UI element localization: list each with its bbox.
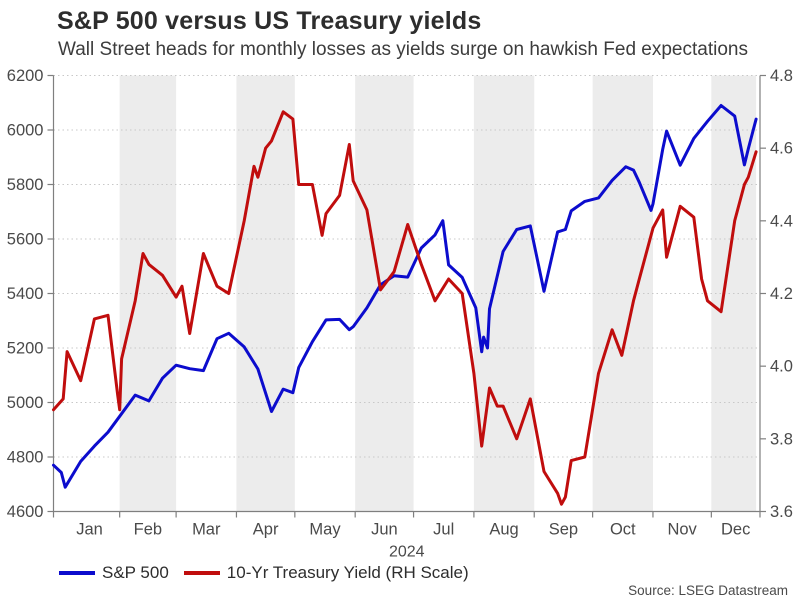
sp500-line-swatch (59, 571, 95, 575)
y-axis-label-left: 5200 (7, 340, 44, 358)
y-axis-label-left: 4800 (7, 449, 44, 467)
legend-label-sp500: S&P 500 (102, 563, 169, 582)
y-axis-label-right: 3.6 (770, 503, 793, 521)
y-axis-label-right: 4.0 (770, 358, 793, 376)
y-axis-label-right: 3.8 (770, 430, 793, 448)
x-axis-month-label: Jul (433, 521, 454, 539)
y-axis-label-left: 5800 (7, 176, 44, 194)
y-axis-label-left: 4600 (7, 503, 44, 521)
chart-subtitle: Wall Street heads for monthly losses as … (58, 39, 748, 60)
x-axis-month-label: Sep (549, 521, 578, 539)
y-axis-label-left: 6200 (7, 67, 44, 85)
month-band (119, 75, 177, 512)
source-credit: Source: LSEG Datastream (628, 583, 788, 598)
y-axis-label-left: 6000 (7, 122, 44, 140)
x-axis-month-label: Nov (667, 521, 697, 539)
x-axis-month-label: Mar (192, 521, 221, 539)
x-axis-month-label: Feb (134, 521, 162, 539)
y-axis-label-right: 4.4 (770, 212, 793, 230)
y-axis-label-right: 4.2 (770, 285, 793, 303)
x-axis-month-label: Oct (610, 521, 636, 539)
y-axis-label-right: 4.6 (770, 140, 793, 158)
legend-label-treasury: 10-Yr Treasury Yield (RH Scale) (226, 563, 469, 582)
legend-item-sp500: S&P 500 (59, 563, 169, 583)
y-axis-label-left: 5400 (7, 285, 44, 303)
treasury-line-swatch (183, 571, 220, 575)
legend-item-treasury: 10-Yr Treasury Yield (RH Scale) (183, 563, 469, 583)
chart-title: S&P 500 versus US Treasury yields (57, 7, 482, 35)
x-axis-month-label: Dec (721, 521, 750, 539)
x-axis-month-label: May (309, 521, 341, 539)
treasury-yield-line (52, 110, 758, 506)
x-axis-month-label: Aug (489, 521, 518, 539)
x-axis-month-label: Jun (371, 521, 398, 539)
sp500-line (52, 104, 758, 489)
chart-legend: S&P 500 10-Yr Treasury Yield (RH Scale) (59, 563, 469, 583)
y-axis-label-left: 5600 (7, 231, 44, 249)
y-axis-label-left: 5000 (7, 394, 44, 412)
y-axis-label-right: 4.8 (770, 67, 793, 85)
x-axis-year-label: 2024 (389, 544, 425, 561)
x-axis-month-label: Jan (76, 521, 103, 539)
x-axis-month-label: Apr (253, 521, 279, 539)
